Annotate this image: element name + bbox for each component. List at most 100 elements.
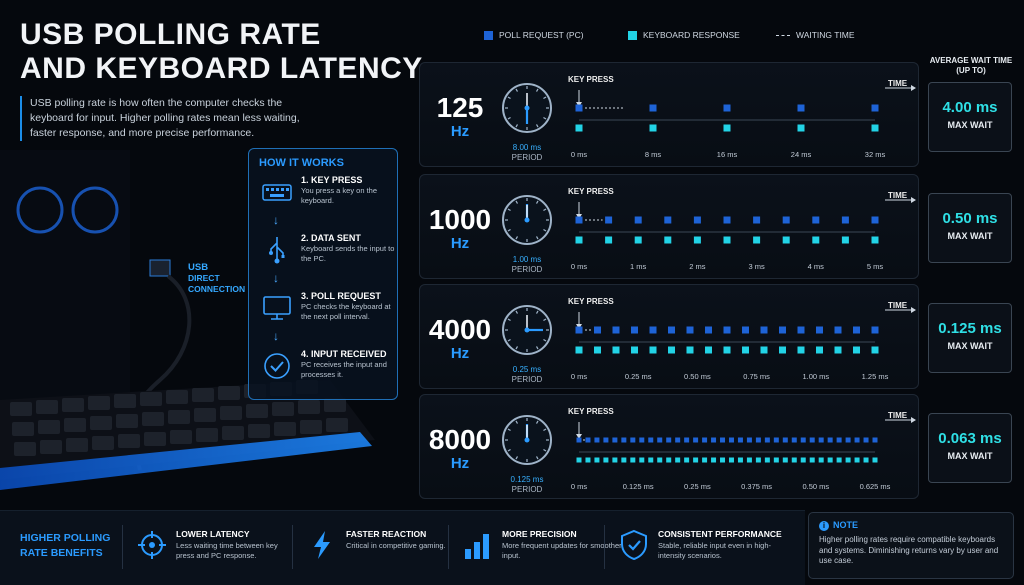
rate-panel-8000: 8000 Hz 0.125 ms PERIOD KEY PRESS TIME 0 ms 0.1…	[419, 394, 919, 499]
poll-request-marker	[576, 437, 582, 443]
max-wait-label: MAX WAIT	[947, 231, 993, 241]
keyboard-response-marker	[675, 457, 681, 463]
keyboard-response-marker	[686, 346, 694, 354]
time-tick-label: 0 ms	[570, 372, 588, 381]
period-value: 8.00 ms PERIOD	[511, 143, 543, 162]
keyboard-response-marker	[872, 457, 878, 463]
time-label: TIME	[888, 79, 908, 88]
poll-request-marker	[631, 326, 638, 334]
keyboard-response-marker	[594, 346, 601, 354]
period-value: 0.25 ms PERIOD	[511, 365, 543, 384]
time-tick-label: 0.375 ms	[741, 482, 773, 491]
note-box: i NOTE Higher polling rates require compa…	[808, 512, 1014, 579]
poll-request-marker	[649, 326, 657, 334]
max-wait-label: MAX WAIT	[947, 451, 993, 461]
benefits-heading: HIGHER POLLING RATE BENEFITS	[20, 532, 111, 559]
polling-rate-value: 125 Hz	[436, 92, 484, 141]
keyboard-response-marker	[827, 457, 833, 463]
keyboard-response-marker	[845, 457, 851, 463]
polling-timeline	[575, 307, 916, 354]
polling-timeline	[575, 85, 916, 132]
poll-request-marker	[836, 437, 842, 443]
poll-request-marker	[753, 216, 761, 224]
poll-request-marker	[720, 437, 726, 443]
keyboard-response-marker	[836, 457, 842, 463]
keyboard-response-marker	[854, 457, 860, 463]
poll-request-marker	[863, 437, 869, 443]
keyboard-response-marker	[575, 346, 583, 354]
keyboard-response-marker	[612, 457, 618, 463]
keyboard-response-marker	[773, 457, 779, 463]
poll-request-marker	[693, 437, 699, 443]
time-label: TIME	[888, 191, 908, 200]
time-tick-label: 16 ms	[716, 150, 738, 159]
poll-request-marker	[872, 437, 878, 443]
poll-request-marker	[594, 326, 601, 334]
keyboard-response-marker	[791, 457, 797, 463]
time-tick-label: 0.625 ms	[859, 482, 891, 491]
poll-request-marker	[871, 326, 879, 334]
clock-icon	[502, 415, 552, 465]
usb-icon	[269, 237, 285, 264]
clock-icon	[502, 195, 552, 245]
keyboard-response-marker	[871, 124, 879, 132]
keyboard-response-marker	[723, 346, 731, 354]
poll-request-marker	[666, 437, 672, 443]
keyboard-response-marker	[800, 457, 806, 463]
keyboard-response-marker	[648, 457, 654, 463]
period-value: 0.125 ms PERIOD	[510, 475, 544, 494]
keyboard-response-marker	[639, 457, 645, 463]
keyboard-response-marker	[576, 457, 582, 463]
keyboard-response-marker	[782, 457, 788, 463]
keyboard-illustration	[0, 150, 375, 490]
key-press-label: KEY PRESS	[568, 187, 614, 196]
usb-connection-label: USB DIRECT CONNECTION	[188, 262, 246, 294]
keyboard-response-marker	[764, 457, 770, 463]
poll-request-marker	[603, 437, 609, 443]
max-wait-value: 0.50 ms	[942, 210, 998, 227]
time-tick-label: 3 ms	[748, 262, 765, 271]
poll-request-marker	[605, 216, 613, 224]
poll-request-marker	[816, 326, 823, 334]
max-wait-label: MAX WAIT	[947, 120, 993, 130]
poll-request-marker	[818, 437, 824, 443]
keyboard-response-marker	[841, 236, 849, 244]
time-tick-label: 2 ms	[689, 262, 706, 271]
arrow-down-icon: ↓	[273, 271, 279, 285]
keyboard-response-marker	[728, 457, 734, 463]
bars-icon	[465, 534, 489, 559]
poll-request-marker	[854, 437, 860, 443]
poll-request-marker	[621, 437, 627, 443]
keyboard-response-marker	[797, 124, 805, 132]
poll-request-marker	[845, 437, 851, 443]
keyboard-response-marker	[711, 457, 717, 463]
keyboard-response-marker	[779, 346, 786, 354]
keyboard-response-marker	[737, 457, 743, 463]
page-title: USB Polling Rate and Keyboard Latency	[20, 18, 423, 85]
poll-request-marker	[664, 216, 672, 224]
divider	[122, 525, 123, 569]
rate-panel-125: 125 Hz 8.00 ms PERIOD KEY PRESS TIME 0 ms 8 ms 1…	[419, 62, 919, 167]
time-tick-label: 24 ms	[790, 150, 812, 159]
time-label: TIME	[888, 411, 908, 420]
keyboard-response-marker	[809, 457, 815, 463]
poll-request-marker	[764, 437, 770, 443]
keyboard-response-marker	[871, 346, 879, 354]
clock-icon	[502, 83, 552, 133]
max-wait-value: 0.125 ms	[938, 320, 1002, 337]
keyboard-response-marker	[631, 346, 638, 354]
polling-rate-value: 8000 Hz	[428, 424, 492, 473]
time-tick-label: 0.25 ms	[624, 372, 652, 381]
poll-request-marker	[649, 104, 657, 112]
poll-request-marker	[782, 216, 790, 224]
poll-request-marker	[871, 104, 879, 112]
keyboard-response-marker	[755, 457, 761, 463]
poll-request-marker	[800, 437, 806, 443]
monitor-icon	[263, 296, 291, 320]
poll-request-marker	[841, 216, 849, 224]
keyboard-response-marker	[797, 346, 805, 354]
keyboard-response-marker	[760, 346, 768, 354]
keyboard-response-marker	[693, 236, 701, 244]
max-wait-value: 0.063 ms	[938, 430, 1002, 447]
checkmark-icon	[264, 353, 290, 379]
